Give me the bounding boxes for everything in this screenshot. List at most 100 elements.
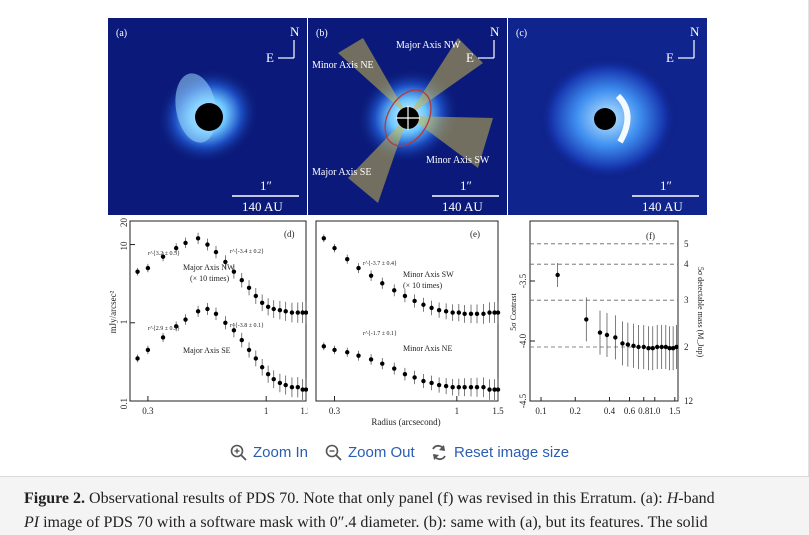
data-point <box>492 310 497 315</box>
data-point <box>659 344 664 350</box>
data-point <box>253 293 259 299</box>
data-point <box>332 347 337 353</box>
panel-c-compass-e: E <box>666 50 674 65</box>
zoom-in-icon <box>230 444 247 461</box>
panel-b-scale-au: 140 AU <box>442 199 483 214</box>
figure-image[interactable]: (a) N E 1″ 140 AU <box>108 18 707 433</box>
data-point <box>613 335 618 340</box>
data-point <box>277 380 283 386</box>
y2-tick-label: 12 <box>684 396 693 406</box>
zoom-in-button[interactable]: Zoom In <box>230 440 308 464</box>
data-point <box>239 337 244 343</box>
data-point <box>620 341 625 346</box>
y-tick-label: 0.1 <box>119 398 129 409</box>
chart-annotation: (d) <box>284 229 295 239</box>
data-point <box>345 256 350 262</box>
data-point <box>300 387 305 392</box>
data-point <box>356 265 361 271</box>
zoom-out-button[interactable]: Zoom Out <box>325 440 415 464</box>
data-point <box>604 332 610 338</box>
data-point <box>392 288 397 293</box>
x-tick-label: 1.5 <box>492 406 504 416</box>
data-point <box>436 307 442 313</box>
chart-annotation: r^{2.9 ± 0.3} <box>148 326 180 332</box>
data-point <box>321 236 327 241</box>
reset-size-button[interactable]: Reset image size <box>430 440 569 464</box>
panel-b-compass-n: N <box>490 24 500 39</box>
data-point <box>303 387 308 392</box>
y-tick-label: -3.5 <box>518 273 528 288</box>
y2-tick-label: 4 <box>684 259 689 269</box>
data-point <box>474 311 480 317</box>
chart-annotation: r^{3.2 ± 0.5} <box>148 251 180 257</box>
x-tick-label: 0.6 <box>624 406 636 416</box>
data-point <box>300 310 305 315</box>
chart-annotation: (e) <box>470 229 480 239</box>
data-point <box>487 310 492 315</box>
chart-panel-e: 0.3 1 1.5 Radius (arcsecond) r^{-3.7 ± 0.4} r… <box>308 217 508 433</box>
data-point <box>283 382 288 388</box>
data-point <box>654 344 660 350</box>
data-point <box>412 298 417 304</box>
panel-c-compass-n: N <box>690 24 700 39</box>
data-point <box>289 385 295 390</box>
data-point <box>636 344 641 350</box>
chart-annotation: r^{-3.4 ± 0.2} <box>230 249 264 255</box>
annotation-minor-axis-sw: Minor Axis SW <box>426 155 490 166</box>
y-tick-label: 1 <box>119 320 129 325</box>
data-point <box>492 387 497 392</box>
data-point <box>265 372 271 377</box>
data-point <box>239 278 244 283</box>
data-point <box>487 387 492 392</box>
figure-caption: Figure 2. Observational results of PDS 7… <box>0 476 809 535</box>
data-point <box>223 259 228 265</box>
data-point <box>462 385 467 390</box>
zoom-in-label: Zoom In <box>253 443 309 461</box>
data-point <box>213 249 219 255</box>
figure-viewer: (a) N E 1″ 140 AU <box>108 0 809 476</box>
figure-label: Figure 2. <box>24 490 86 507</box>
x-tick-label: 1 <box>264 406 269 416</box>
data-point <box>160 254 166 259</box>
chart-panel-d: 0.3 1 1.5 0.1 1 10 20 mJy/arcsec² r^{3.2 ± 0.5} r… <box>108 217 308 433</box>
data-point <box>412 375 417 380</box>
data-point <box>380 281 385 286</box>
panel-c-label: (c) <box>516 28 527 39</box>
data-point <box>213 311 219 317</box>
data-point <box>555 272 560 278</box>
data-point <box>303 310 308 315</box>
data-point <box>421 378 426 384</box>
x-tick-label: 0.8 <box>638 406 650 416</box>
data-point <box>289 310 295 315</box>
panel-a-compass-n: N <box>290 24 300 39</box>
y-axis-label: mJy/arcsec² <box>108 290 118 333</box>
data-point <box>145 347 151 353</box>
data-point <box>135 269 140 274</box>
data-point <box>223 320 228 325</box>
data-point <box>321 344 327 349</box>
data-point <box>650 346 655 351</box>
data-point <box>283 309 288 314</box>
data-point <box>173 324 179 329</box>
data-point <box>332 245 337 251</box>
data-point <box>456 310 462 315</box>
data-point <box>195 236 201 241</box>
data-point <box>368 357 374 362</box>
x-tick-label: 0.1 <box>535 406 546 416</box>
x-axis-label: Radius (arcsecond) <box>371 417 440 427</box>
y-tick-label: -4.5 <box>518 393 528 408</box>
data-point <box>259 300 265 306</box>
reset-size-label: Reset image size <box>454 443 570 461</box>
data-point <box>183 240 188 246</box>
x-tick-label: 1 <box>455 406 460 416</box>
x-tick-label: 1.5 <box>300 406 308 416</box>
data-point <box>462 311 467 317</box>
data-point <box>246 285 252 290</box>
plot-frame <box>529 220 679 402</box>
chart-annotation: r^{-3.7 ± 0.4} <box>363 261 397 267</box>
y-tick-label: -4.0 <box>518 333 528 348</box>
data-point <box>135 356 140 361</box>
data-point <box>468 311 474 317</box>
data-point <box>429 380 434 386</box>
data-point <box>145 265 151 271</box>
